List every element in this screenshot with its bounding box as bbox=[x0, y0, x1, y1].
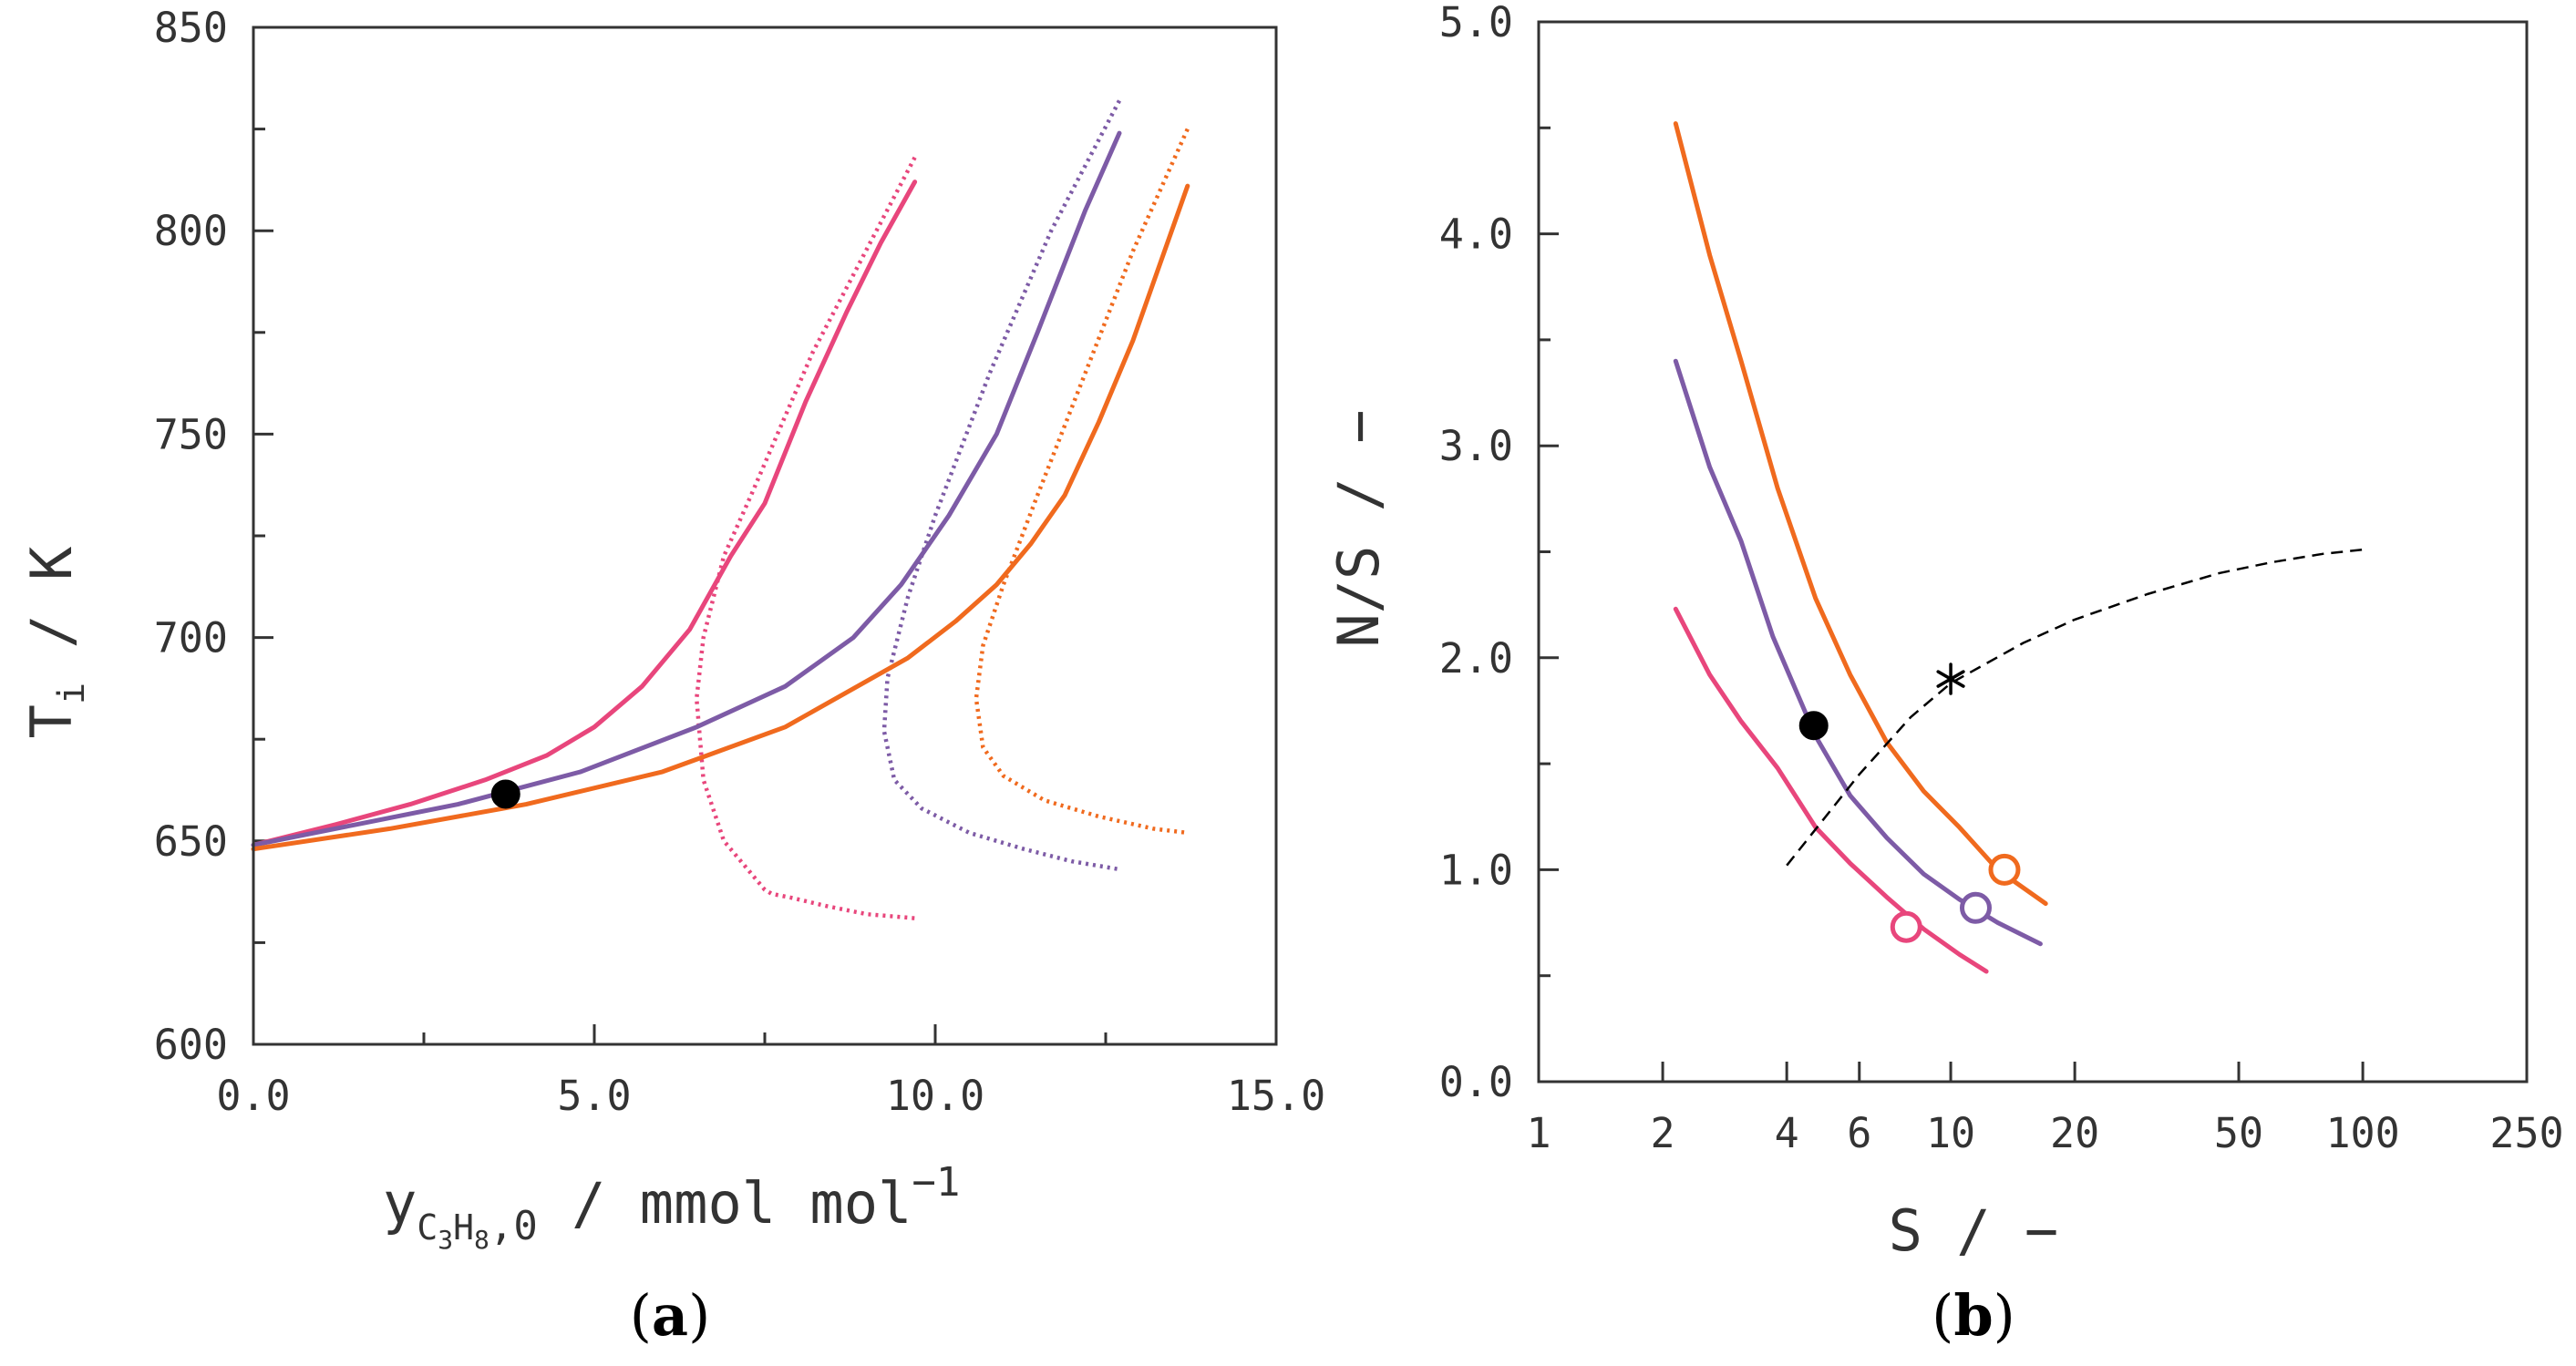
panel-a-series-orange-solid bbox=[251, 183, 1190, 852]
panel-a-y-tick-label: 600 bbox=[154, 1021, 228, 1069]
panel-b-label-open: ( bbox=[1932, 1282, 1953, 1349]
panel-b-y-tick-label: 4.0 bbox=[1439, 211, 1513, 259]
panel-a-marker-filled bbox=[490, 779, 520, 809]
panel-b-series bbox=[1673, 121, 2364, 974]
panel-a-x-tick-label: 15.0 bbox=[1227, 1072, 1325, 1120]
panel-a-series-pink-dotted bbox=[694, 156, 917, 920]
panel-a-y-tick-label: 650 bbox=[154, 817, 228, 866]
panel-b-marker-asterisk bbox=[1936, 662, 1965, 695]
panel-a-label-open: ( bbox=[630, 1282, 652, 1349]
panel-b-x-tick-label: 20 bbox=[2050, 1109, 2099, 1157]
panel-a-series bbox=[251, 99, 1190, 920]
panel-a-y-axis-label: Ti / K bbox=[18, 546, 93, 738]
panel-b: 1 2 4 6 10 20 50 100 250 0.0 1.0 2.0 3.0 4.0 5.0 N/S /… bbox=[1325, 0, 2564, 1349]
panel-a-xlabel-tail: ,0 bbox=[489, 1203, 538, 1249]
panel-a-x-tick-label: 5.0 bbox=[557, 1072, 631, 1120]
panel-b-x-tick-label: 6 bbox=[1847, 1109, 1871, 1157]
panel-b-x-tick-label: 250 bbox=[2489, 1109, 2563, 1157]
panel-b-x-tick-label: 4 bbox=[1775, 1109, 1799, 1157]
panel-b-x-tick-label: 100 bbox=[2325, 1109, 2399, 1157]
panel-a-x-tick-label: 0.0 bbox=[216, 1072, 290, 1120]
panel-b-series-pink bbox=[1673, 606, 1989, 974]
panel-b-ticks: 1 2 4 6 10 20 50 100 250 0.0 1.0 2.0 3.0 4.0 5.0 bbox=[1439, 0, 2564, 1157]
panel-a-xlabel-base: y bbox=[383, 1170, 417, 1237]
panel-b-label: (b) bbox=[1932, 1282, 2015, 1349]
panel-a-xlabel-n1: 3 bbox=[438, 1225, 453, 1255]
panel-a-markers bbox=[490, 779, 520, 809]
panel-b-plot-frame bbox=[1537, 20, 2529, 1084]
panel-a-xlabel-sub1: C bbox=[417, 1207, 438, 1248]
panel-b-y-tick-label: 5.0 bbox=[1439, 0, 1513, 46]
panel-b-x-axis-label: S / − bbox=[1889, 1197, 2059, 1264]
panel-a-xlabel-exp: −1 bbox=[912, 1159, 960, 1206]
panel-b-label-close: ) bbox=[1994, 1282, 2015, 1349]
panel-b-asterisk-stroke bbox=[1936, 670, 1965, 688]
panel-b-x-tick-label: 2 bbox=[1651, 1109, 1675, 1157]
panel-a-y-tick-label: 850 bbox=[154, 4, 228, 52]
panel-b-x-tick-label: 10 bbox=[1926, 1109, 1975, 1157]
panel-b-y-tick-label: 3.0 bbox=[1439, 422, 1513, 470]
panel-b-y-tick-label: 1.0 bbox=[1439, 846, 1513, 894]
panel-b-marker-filled bbox=[1798, 711, 1829, 741]
panel-a-label-close: ) bbox=[688, 1282, 710, 1349]
panel-b-series-orange bbox=[1673, 121, 2048, 907]
panel-b-label-letter: b bbox=[1953, 1282, 1993, 1349]
panel-b-marker-open bbox=[1988, 853, 2021, 886]
panel-a-series-pink-solid bbox=[251, 180, 918, 847]
panel-b-marker-open bbox=[1959, 891, 1992, 924]
panel-a-x-axis-label: yC3H8,0 / mmol mol−1 bbox=[383, 1159, 960, 1255]
panel-a-label-letter: a bbox=[652, 1282, 688, 1349]
panel-a-y-tick-label: 800 bbox=[154, 207, 228, 255]
panel-a-y-tick-label: 750 bbox=[154, 410, 228, 458]
panel-a-series-orange-dotted bbox=[974, 128, 1190, 836]
panel-b-x-tick-label: 1 bbox=[1526, 1109, 1551, 1157]
panel-a-xlabel-unit: / mmol mol bbox=[538, 1170, 912, 1237]
panel-a-ticks: 0.0 5.0 10.0 15.0 600 650 700 750 800 850 bbox=[154, 4, 1325, 1120]
panel-a-x-tick-label: 10.0 bbox=[886, 1072, 984, 1120]
panel-a-label: (a) bbox=[630, 1282, 711, 1349]
panel-a-plot-frame bbox=[252, 26, 1278, 1046]
panel-a-ylabel-unit: / K bbox=[18, 546, 85, 683]
panel-b-series-dashed bbox=[1786, 548, 2364, 867]
panel-a-xlabel-mid: H bbox=[453, 1207, 474, 1248]
panel-a-xlabel-n2: 8 bbox=[474, 1225, 489, 1255]
panel-b-x-tick-label: 50 bbox=[2214, 1109, 2263, 1157]
panel-b-y-axis-label: N/S / − bbox=[1325, 409, 1392, 647]
panel-a-y-tick-label: 700 bbox=[154, 614, 228, 662]
panel-a-ylabel-base: T bbox=[18, 704, 85, 738]
panel-b-marker-open bbox=[1890, 910, 1922, 943]
panel-a-series-purple-dotted bbox=[881, 99, 1121, 872]
panel-a-ylabel-sub: i bbox=[51, 683, 93, 704]
panel-a-series-purple-solid bbox=[251, 130, 1122, 847]
panel-b-markers bbox=[1798, 662, 2021, 943]
panel-b-y-tick-label: 0.0 bbox=[1439, 1058, 1513, 1106]
panel-b-y-tick-label: 2.0 bbox=[1439, 634, 1513, 683]
